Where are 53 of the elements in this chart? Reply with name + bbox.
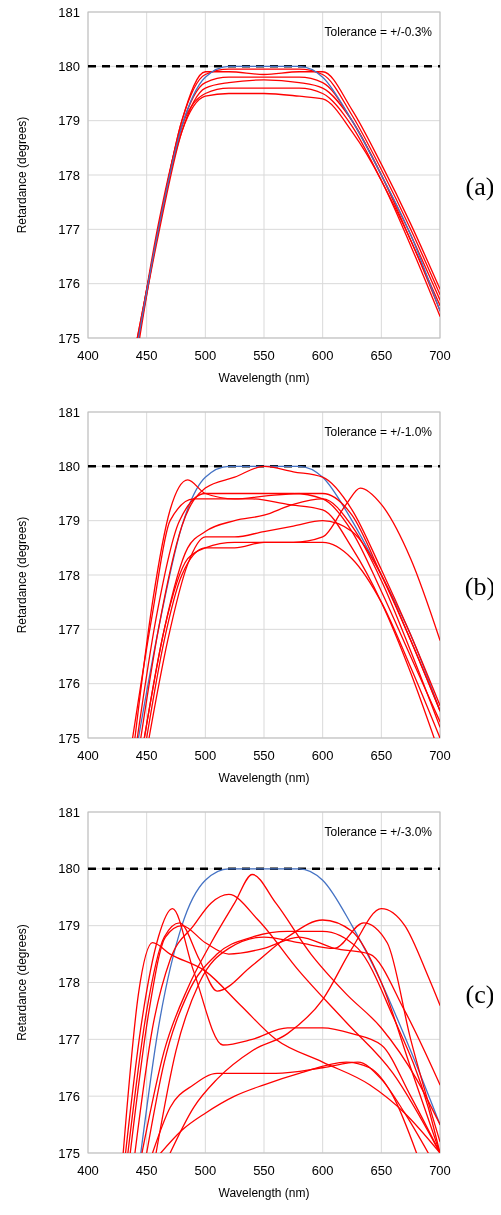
y-tick-label: 175 bbox=[58, 730, 80, 746]
text: (a) bbox=[465, 171, 495, 201]
x-tick-label: 400 bbox=[77, 1163, 99, 1178]
x-tick-label: 400 bbox=[77, 748, 99, 763]
y-tick-label: 181 bbox=[58, 804, 80, 820]
y-tick-label: 178 bbox=[58, 975, 80, 991]
y-tick-label: 178 bbox=[58, 167, 80, 183]
annotation: Tolerance = +/-3.0% bbox=[324, 825, 433, 839]
y-tick-label: 180 bbox=[58, 458, 80, 474]
x-tick-label: 450 bbox=[135, 1163, 158, 1178]
annotation: Tolerance = +/-1.0% bbox=[324, 425, 433, 439]
y-tick-label: 177 bbox=[58, 1031, 80, 1047]
x-tick-label: 500 bbox=[194, 1163, 217, 1178]
x-tick-label: 550 bbox=[253, 348, 275, 363]
text: (c) bbox=[465, 979, 495, 1009]
y-tick-label: 177 bbox=[58, 221, 80, 237]
x-axis-title: Wavelength (nm) bbox=[218, 1186, 310, 1200]
x-axis-title: Wavelength (nm) bbox=[218, 771, 310, 785]
x-axis-title: Wavelength (nm) bbox=[218, 371, 310, 385]
y-tick-label: 181 bbox=[58, 4, 80, 20]
y-tick-label: 176 bbox=[58, 676, 80, 692]
x-tick-label: 700 bbox=[429, 748, 451, 763]
x-tick-label: 600 bbox=[311, 1163, 334, 1178]
y-tick-label: 179 bbox=[58, 513, 80, 529]
y-tick-label: 181 bbox=[58, 404, 80, 420]
y-tick-label: 180 bbox=[58, 861, 80, 877]
y-tick-label: 176 bbox=[58, 1088, 80, 1104]
x-tick-label: 650 bbox=[370, 1163, 393, 1178]
annotation: Tolerance = +/-0.3% bbox=[324, 25, 433, 39]
y-axis-title: Retardance (degrees) bbox=[15, 516, 29, 634]
y-tick-label: 178 bbox=[58, 567, 80, 583]
x-tick-label: 700 bbox=[429, 348, 451, 363]
x-tick-label: 650 bbox=[370, 748, 393, 763]
x-tick-label: 500 bbox=[194, 348, 217, 363]
x-tick-label: 700 bbox=[429, 1163, 451, 1178]
y-tick-label: 176 bbox=[58, 276, 80, 292]
x-tick-label: 500 bbox=[194, 748, 217, 763]
y-tick-label: 175 bbox=[58, 330, 80, 346]
y-axis-title: Retardance (degrees) bbox=[15, 116, 29, 234]
x-tick-label: 550 bbox=[253, 1163, 275, 1178]
x-tick-label: 600 bbox=[311, 748, 334, 763]
x-tick-label: 600 bbox=[311, 348, 334, 363]
y-axis-title: Retardance (degrees) bbox=[15, 924, 29, 1041]
y-tick-label: 180 bbox=[58, 58, 80, 74]
y-tick-label: 175 bbox=[58, 1145, 80, 1161]
x-tick-label: 450 bbox=[135, 748, 158, 763]
x-tick-label: 400 bbox=[77, 348, 99, 363]
x-tick-label: 650 bbox=[370, 348, 393, 363]
x-tick-label: 450 bbox=[135, 348, 158, 363]
x-tick-label: 550 bbox=[253, 748, 275, 763]
y-tick-label: 179 bbox=[58, 918, 80, 934]
y-tick-label: 179 bbox=[58, 113, 80, 129]
y-tick-label: 177 bbox=[58, 621, 80, 637]
